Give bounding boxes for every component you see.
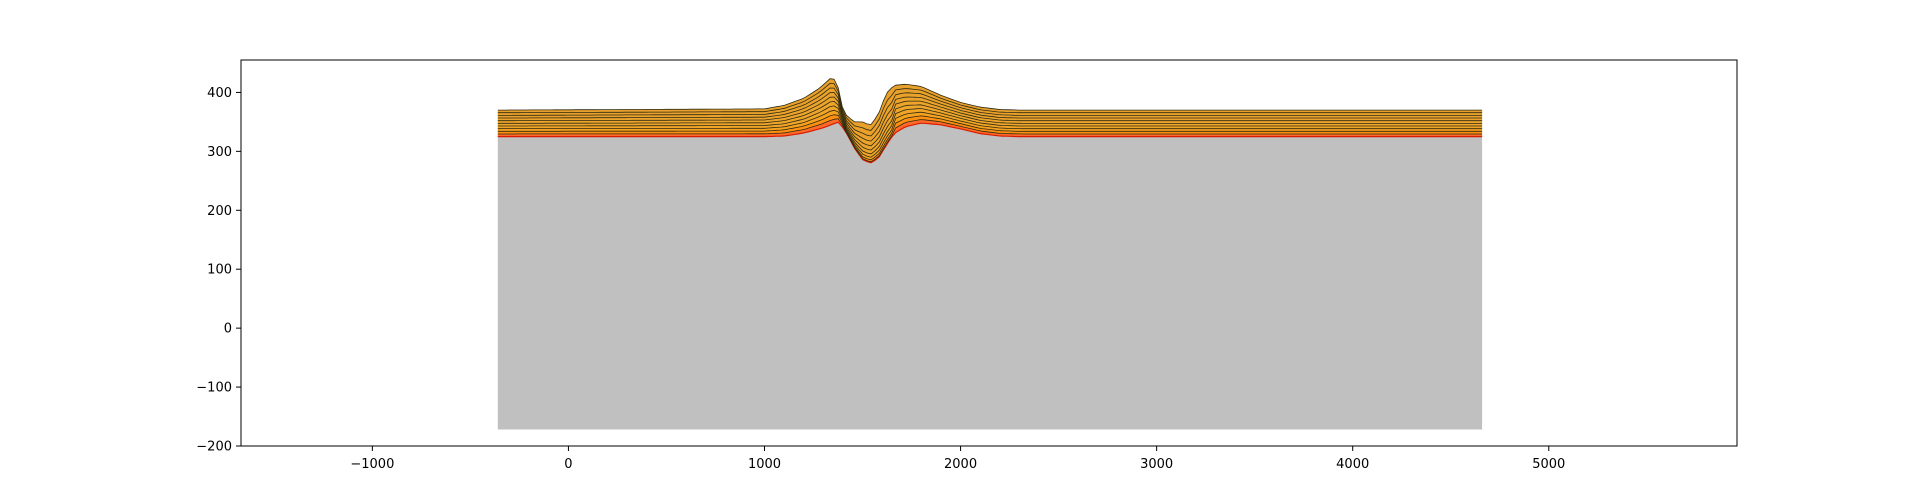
y-tick-label: 400 <box>207 86 232 101</box>
sediment-layer-8 <box>497 88 1483 142</box>
layer-boundary-10 <box>497 78 1483 125</box>
x-tick-label: 2000 <box>944 457 977 472</box>
layer-boundary-9 <box>497 82 1483 131</box>
y-tick-label: 300 <box>207 145 232 160</box>
plot-area <box>497 78 1483 430</box>
x-tick-label: −1000 <box>350 457 394 472</box>
y-tick-label: −200 <box>196 440 232 455</box>
y-tick-label: 200 <box>207 204 232 219</box>
x-tick-label: 1000 <box>748 457 781 472</box>
layer-boundary-8 <box>497 87 1483 137</box>
layer-boundary-5 <box>497 100 1483 151</box>
layer-boundary-1 <box>497 118 1483 163</box>
plot-frame <box>240 59 1738 447</box>
basement-area <box>497 122 1483 430</box>
layer-boundary-6 <box>497 96 1483 147</box>
x-tick-label: 0 <box>564 457 572 472</box>
x-tick-label: 3000 <box>1140 457 1173 472</box>
y-tick-label: 100 <box>207 263 232 278</box>
layer-boundary-3 <box>497 109 1483 158</box>
x-tick-label: 4000 <box>1336 457 1369 472</box>
layer-boundary-2 <box>497 114 1483 161</box>
x-tick-label: 5000 <box>1532 457 1565 472</box>
y-tick-label: 0 <box>224 322 232 337</box>
y-axis: −200 −100 0 100 200 300 400 <box>196 86 241 455</box>
layer-boundary-7 <box>497 92 1483 142</box>
y-tick-label: −100 <box>196 381 232 396</box>
layer-boundary-0 <box>497 121 1483 164</box>
layer-boundary-4 <box>497 105 1483 155</box>
x-axis: −1000 0 1000 2000 3000 4000 5000 <box>350 446 1565 472</box>
sediment-layer-7 <box>497 92 1483 146</box>
